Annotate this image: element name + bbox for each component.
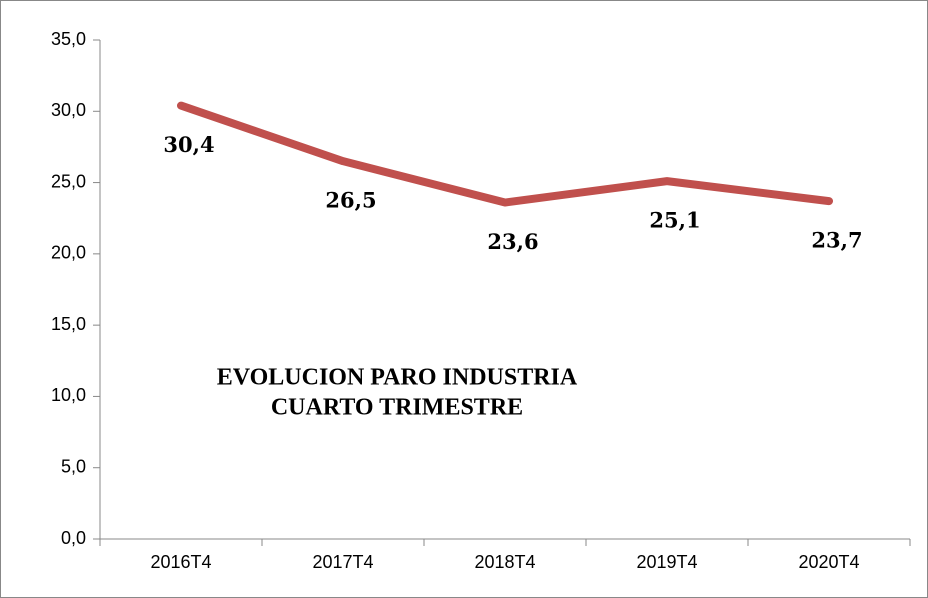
data-label: 23,6 (487, 229, 538, 254)
data-line (177, 101, 833, 207)
data-label: 23,7 (811, 228, 862, 253)
y-tick-label: 5,0 (61, 456, 86, 476)
y-tick-label: 25,0 (51, 171, 86, 191)
y-tick-label: 35,0 (51, 29, 86, 49)
chart-title: CUARTO TRIMESTRE (271, 395, 523, 421)
x-tick-label: 2019T4 (636, 552, 697, 572)
y-tick-label: 20,0 (51, 243, 86, 263)
y-tick-label: 15,0 (51, 314, 86, 334)
y-tick-label: 30,0 (51, 100, 86, 120)
data-label: 25,1 (649, 208, 700, 233)
x-tick-label: 2016T4 (150, 552, 211, 572)
y-tick-label: 0,0 (61, 528, 86, 548)
chart-title: EVOLUCION PARO INDUSTRIA (217, 365, 578, 391)
x-tick-label: 2018T4 (474, 552, 535, 572)
data-label: 26,5 (325, 188, 376, 213)
data-label: 30,4 (163, 132, 214, 157)
x-tick-label: 2017T4 (312, 552, 373, 572)
y-tick-label: 10,0 (51, 385, 86, 405)
x-tick-label: 2020T4 (798, 552, 859, 572)
